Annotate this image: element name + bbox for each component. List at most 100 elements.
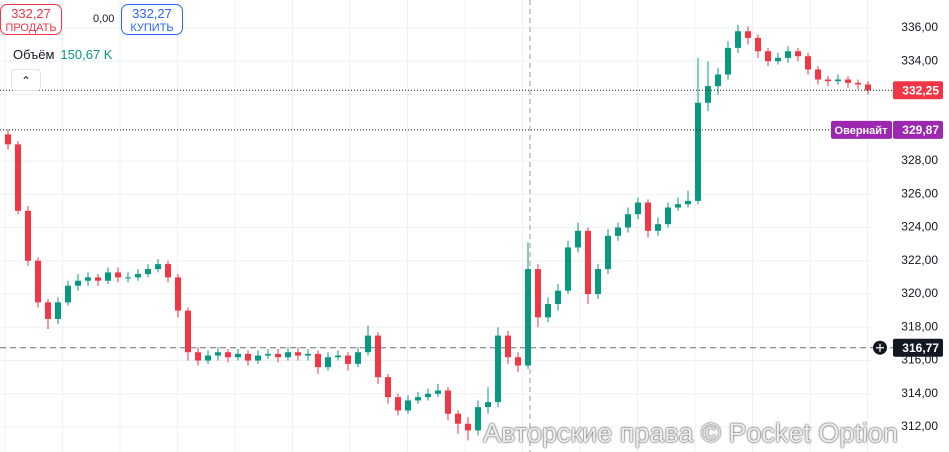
buy-label: КУПИТЬ [130,22,174,34]
candle-body [15,144,21,211]
candle-body [555,290,561,304]
price-tag [893,338,943,357]
candle-body [385,377,391,398]
candle-body [145,269,151,275]
candle-body [715,74,721,87]
spread: 0,00 [93,13,115,25]
candle-body [475,407,481,431]
watermark: Авторские права © Pocket Option [483,418,898,448]
price-tag-label: 332,25 [902,83,939,97]
candle-body [845,79,851,83]
candle-body [345,355,351,364]
candle-body [775,57,781,62]
candle-body [205,355,211,361]
candle-body [405,400,411,411]
candle-body [325,357,331,368]
candle-body [525,269,531,366]
candle-body [195,352,201,361]
candle-body [285,352,291,358]
candle-body [255,355,261,361]
candle-body [115,272,121,278]
candle-body [605,235,611,270]
candle-body [465,423,471,431]
candle-body [165,264,171,278]
price-tag-name: Овернайт [835,125,889,137]
sell-price: 332,27 [11,6,51,21]
candle-body [415,397,421,401]
candle-body [545,303,551,318]
candle-body [55,302,61,319]
candle-body [215,352,221,356]
candle-body [435,390,441,394]
price-tag [893,81,943,100]
y-tick-label: 314,00 [901,386,938,400]
y-tick-label: 336,00 [901,20,938,34]
buy-button[interactable]: 332,27 КУПИТЬ [121,4,183,35]
candle-body [735,31,741,48]
candle-body [355,352,361,364]
candle-body [295,352,301,356]
candle-body [785,51,791,58]
candle-body [755,37,761,52]
candle-body [675,204,681,208]
candle-body [485,402,491,408]
price-tag-label: 329,87 [902,123,939,137]
candle-body [395,397,401,411]
candle-body [805,56,811,70]
candle-body [765,51,771,62]
candle-body [425,393,431,398]
candle-body [535,269,541,318]
y-tick-label: 322,00 [901,253,938,267]
candle-body [685,200,691,205]
y-tick-label: 334,00 [901,53,938,67]
candle-body [815,69,821,80]
candle-body [335,355,341,358]
candle-body [655,224,661,231]
candle-body [615,227,621,236]
y-tick-label: 318,00 [901,319,938,333]
candle-body [35,260,41,303]
candle-body [375,335,381,378]
candle-body [445,390,451,414]
sell-button[interactable]: 332,27 ПРОДАТЬ [0,4,62,35]
candle-body [825,79,831,82]
candle-body [75,280,81,286]
candle-body [135,274,141,278]
candle-body [365,335,371,353]
candle-body [495,335,501,403]
candle-body [185,310,191,353]
candle-body [575,230,581,248]
candle-body [855,82,861,85]
candle-body [175,277,181,311]
candle-body [105,272,111,281]
candle-body [305,353,311,356]
candle-body [45,302,51,319]
candle-body [125,277,131,279]
price-tag [893,120,943,139]
candle-body [65,285,71,303]
candle-body [695,102,701,201]
candle-body [725,47,731,75]
price-tag-label: 316,77 [902,341,939,355]
candle-body [645,202,651,231]
candle-body [665,207,671,225]
candle-body [225,352,231,358]
candle-body [5,134,11,145]
y-tick-label: 312,00 [901,419,938,433]
candle-body [865,84,871,91]
candle-body [795,51,801,57]
candle-body [635,202,641,215]
volume-value: 150,67 K [60,47,113,62]
candle-body [455,413,461,424]
candle-body [275,353,281,358]
candle-body [705,86,711,103]
volume-legend: Объём 150,67 K [13,47,112,62]
price-tag-name-bg [831,120,892,139]
candle-body [235,353,241,358]
sell-label: ПРОДАТЬ [5,22,57,34]
candle-body [25,210,31,261]
plus-icon [876,343,884,352]
collapse-button[interactable]: ⌃ [11,69,41,91]
